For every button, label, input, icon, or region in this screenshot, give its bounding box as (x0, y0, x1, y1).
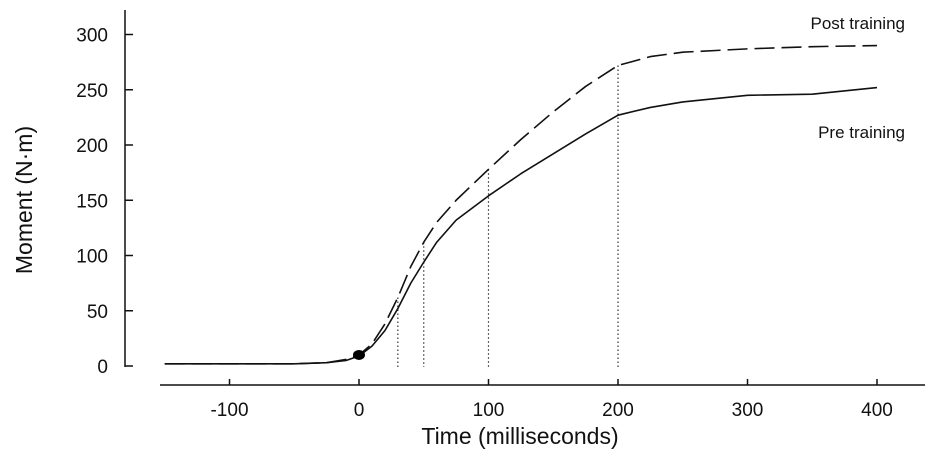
series-label-post-training: Post training (811, 14, 906, 33)
x-tick-label: 400 (861, 400, 893, 421)
series-labels: Post training Pre training (811, 14, 906, 142)
y-axis: 0 50 100 150 200 250 300 (76, 10, 133, 378)
y-tick-label: 250 (76, 81, 108, 102)
onset-marker-dot (353, 349, 365, 360)
onset-marker (353, 349, 365, 360)
x-tick-label: 100 (473, 400, 505, 421)
y-axis-title: Moment (N·m) (11, 126, 37, 274)
x-axis: -100 0 100 200 300 400 (160, 379, 925, 421)
reference-lines (397, 65, 619, 367)
y-tick-label: 0 (97, 357, 108, 378)
x-tick-label: -100 (210, 400, 248, 421)
y-tick-label: 150 (76, 191, 108, 212)
y-tick-label: 200 (76, 136, 108, 157)
x-axis-title: Time (milliseconds) (421, 423, 618, 449)
x-tick-label: 200 (602, 400, 634, 421)
y-ticks: 0 50 100 150 200 250 300 (76, 26, 133, 378)
series-lines (164, 44, 878, 365)
series-line-post-training (164, 44, 878, 365)
x-tick-label: 0 (354, 400, 365, 421)
x-ticks: -100 0 100 200 300 400 (210, 379, 893, 421)
y-tick-label: 100 (76, 247, 108, 268)
y-tick-label: 300 (76, 26, 108, 47)
series-line-pre-training (164, 86, 878, 365)
series-label-pre-training: Pre training (818, 123, 905, 142)
y-tick-label: 50 (87, 302, 108, 323)
x-tick-label: 300 (732, 400, 764, 421)
